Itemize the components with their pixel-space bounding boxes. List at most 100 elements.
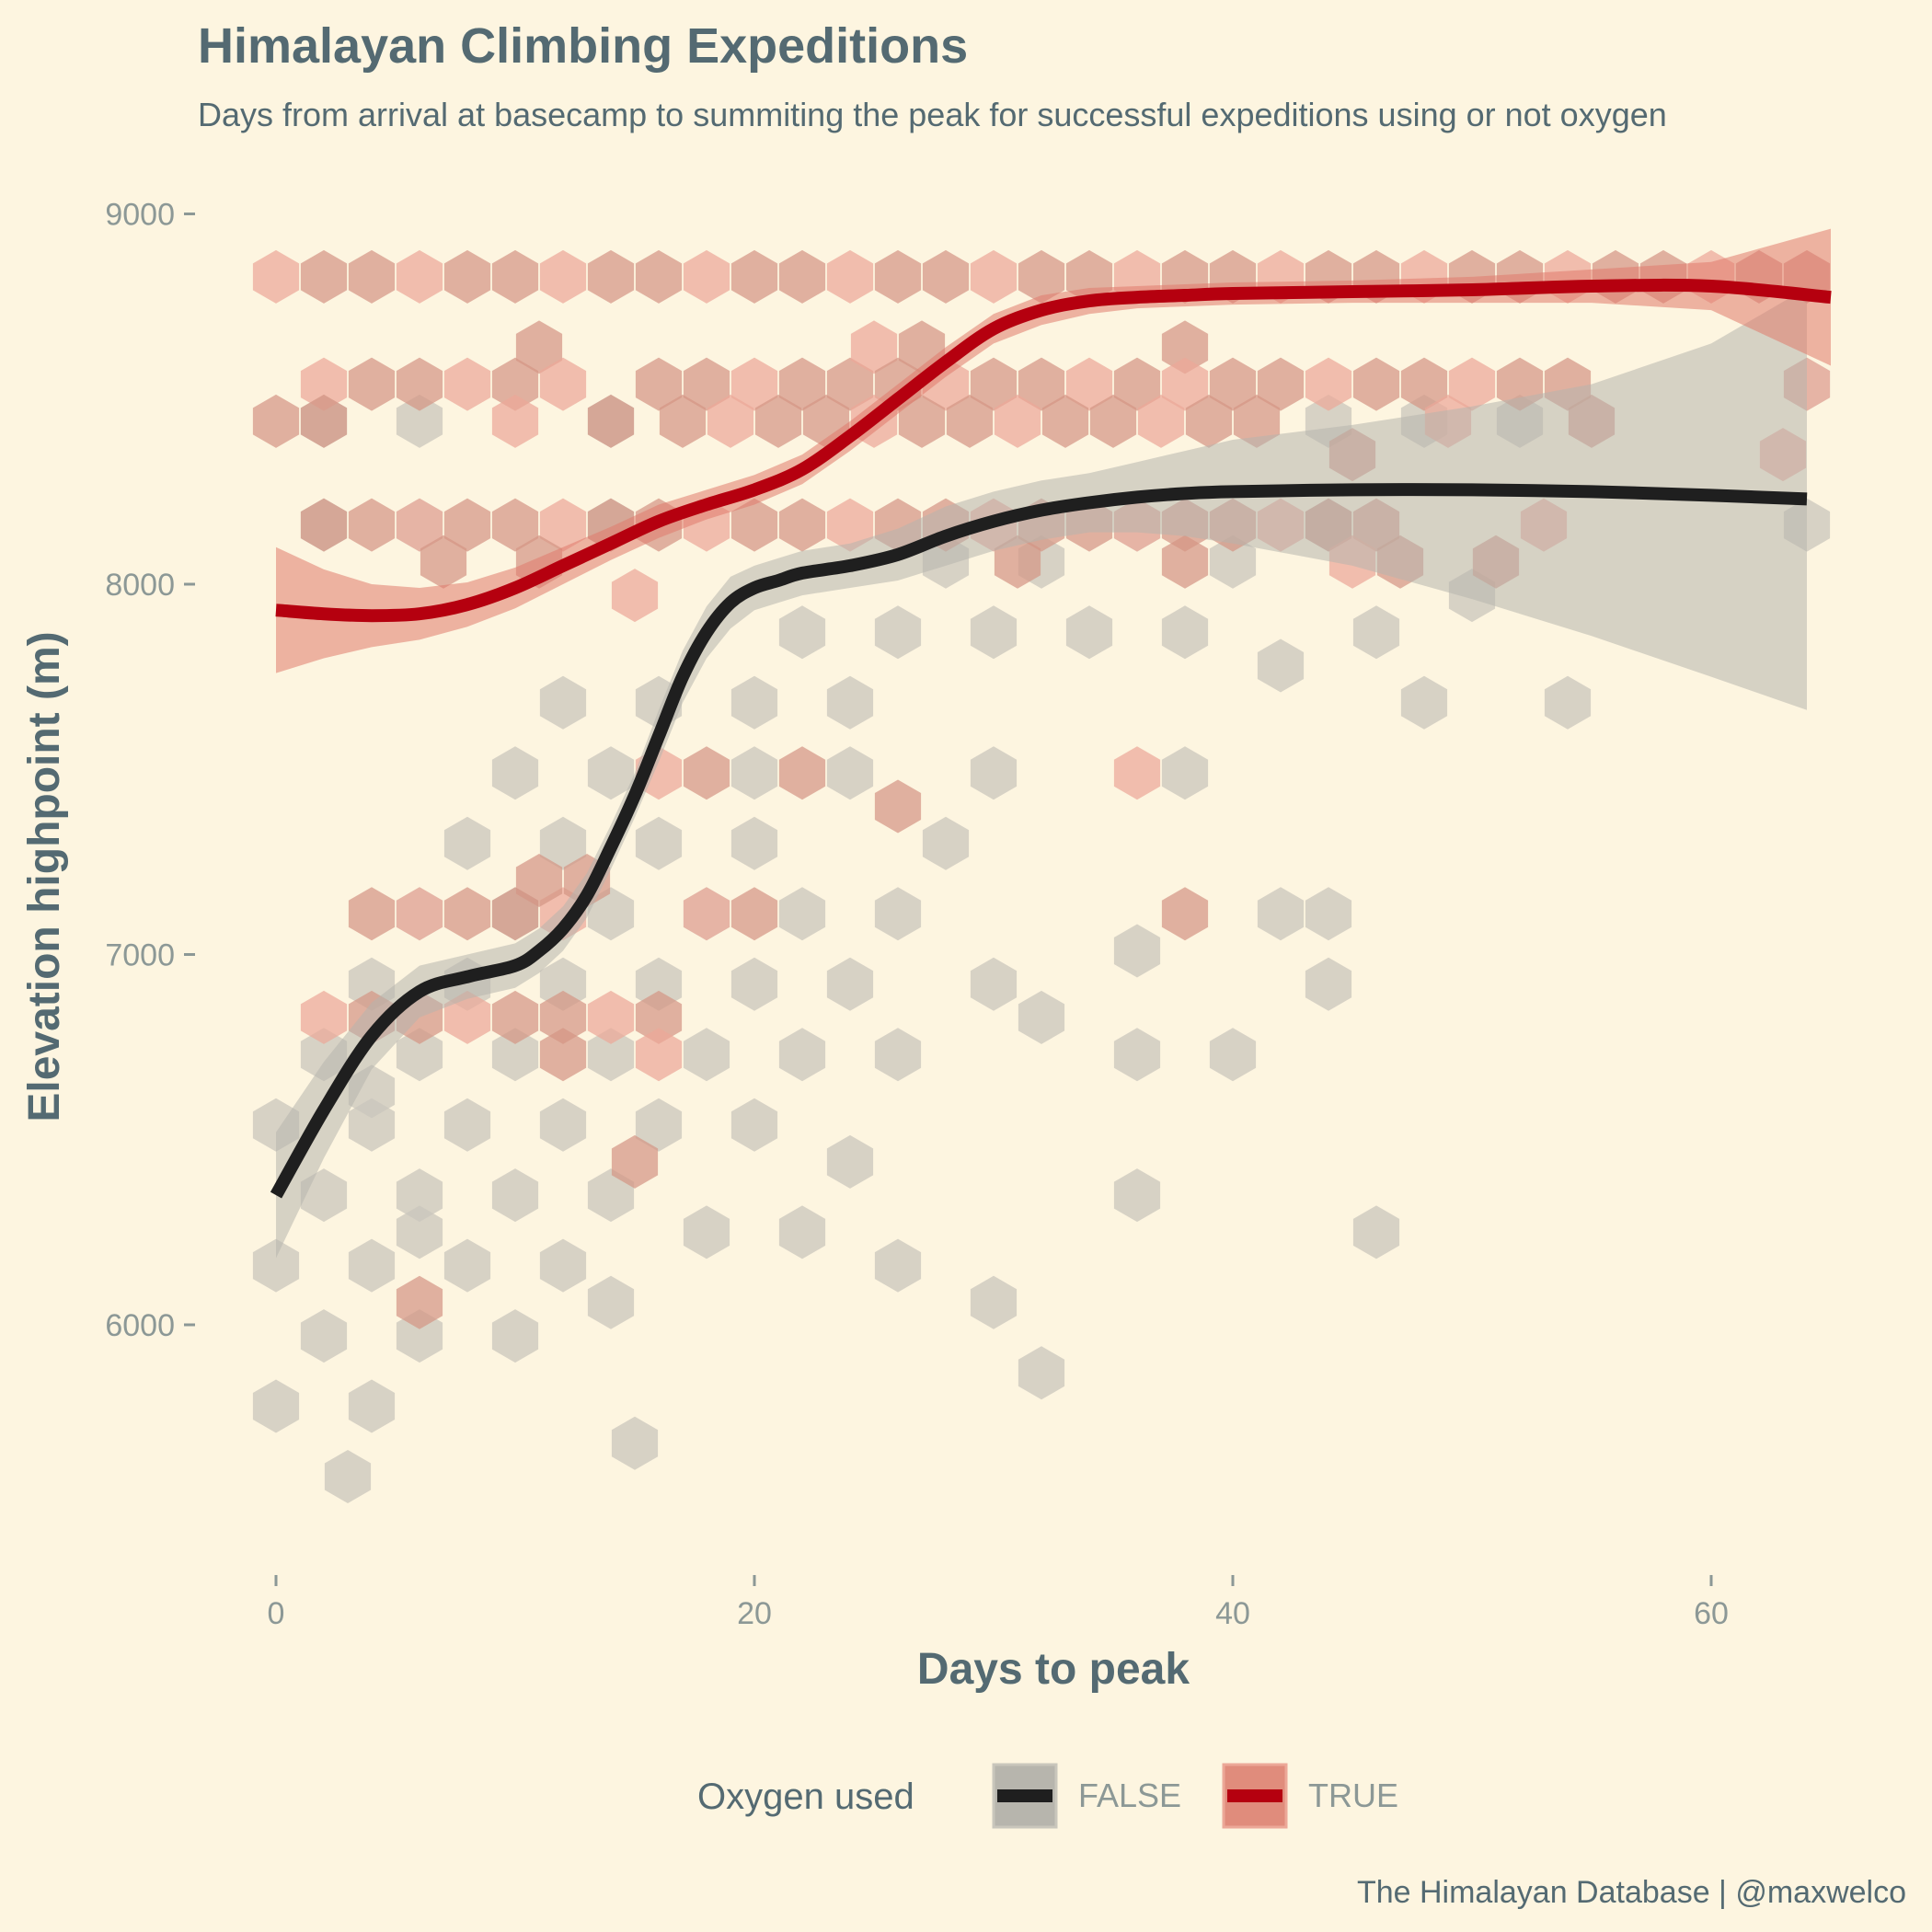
hexbin-false [587,887,635,941]
legend: Oxygen used FALSE TRUE [697,1763,1398,1829]
hexbin-false [1352,605,1400,660]
hexbin-false [922,816,970,870]
hexbin-false [1065,605,1113,660]
hexbin-true [539,249,587,304]
hexbin-true [1161,887,1209,941]
hexbin-false [443,1098,491,1152]
hexbin-false [587,1028,635,1082]
trend-line-false [270,483,1808,1199]
hexbin-false [1400,675,1448,730]
hexbin-false [252,1379,300,1433]
hexbin-true [635,249,683,304]
y-tick-label: 8000 [105,568,175,603]
hexbin-true [754,394,802,448]
hexbin-true [683,887,730,941]
hexbin-false [300,1309,348,1363]
hexbin-true [539,498,587,552]
hexbin-true [491,498,539,552]
hexbin-true [611,1134,659,1189]
hexbin-true [1018,357,1065,411]
chart-title: Himalayan Climbing Expeditions [198,18,968,74]
hexbin-false [730,675,778,730]
hexbin-false [1161,605,1209,660]
hexbin-true [635,1028,683,1082]
hexbin-false [730,816,778,870]
hexbin-true [1161,535,1209,589]
hexbin-false [1161,746,1209,800]
hexbin-false [778,1028,826,1082]
hexbin-false [778,605,826,660]
hexbin-true [1137,394,1185,448]
hexbin-false [539,1238,587,1293]
hexbin-false [635,816,683,870]
hexbin-true [778,357,826,411]
hexbin-true [970,249,1018,304]
hexbin-false [874,1238,922,1293]
hexbin-true [1018,249,1065,304]
hexbin-false [587,1168,635,1223]
hexbin-false [970,746,1018,800]
hexbin-false [611,1416,659,1470]
hexbin-true [396,887,443,941]
confidence-band-false [276,288,1807,1259]
hexbin-true [611,569,659,623]
hexbin-false [1305,957,1352,1011]
hexbin-false [348,1379,396,1433]
hexbin-true [539,990,587,1044]
hexbin-false [730,1098,778,1152]
hexbin-true [683,249,730,304]
hexbin-false [874,605,922,660]
x-tick-label: 20 [737,1596,772,1631]
hexbin-true [491,357,539,411]
hexbin-false [635,1098,683,1152]
hexbin-true [1113,357,1161,411]
hexbin-false [730,957,778,1011]
legend-key-false [992,1763,1058,1829]
hexbin-true [396,357,443,411]
hexbin-true [1041,394,1089,448]
hexbin-true [659,394,707,448]
hexbin-true [539,357,587,411]
hexbin-false [491,746,539,800]
hexbin-true [348,249,396,304]
hexbin-true [515,854,563,907]
hexbin-true [778,498,826,552]
hexbin-true [587,394,635,448]
hexbin-true [778,746,826,800]
hexbin-true [396,1275,443,1329]
hexbin-true [348,887,396,941]
hexbin-false [826,675,874,730]
hexbin-false [539,675,587,730]
legend-label-true: TRUE [1308,1777,1398,1814]
hexbin-true [683,746,730,800]
hexbin-true [1400,357,1448,411]
hexbin-false [970,605,1018,660]
hexbin-true [730,498,778,552]
confidence-band-true [276,228,1831,673]
hexbin-true [252,249,300,304]
hexbin-true [635,990,683,1044]
hexbin-true [1089,394,1137,448]
hexbin-true [1113,746,1161,800]
hexbin-false [1209,535,1257,589]
hexbin-true [898,394,946,448]
hexbin-true [539,1028,587,1082]
hexbin-false [396,1168,443,1223]
hexbin-true [826,357,874,411]
hexbin-true [587,990,635,1044]
hexbin-false [1018,990,1065,1044]
trend-line-layer [270,278,1832,1199]
hexbin-true [874,779,922,834]
hexbin-false [730,746,778,800]
hexbin-true [826,249,874,304]
hexbin-true [850,320,898,374]
y-tick-label: 7000 [105,938,175,973]
hexbin-true [946,394,994,448]
legend-label-false: FALSE [1078,1777,1181,1814]
hexbin-false [539,1098,587,1152]
hexbin-true [396,249,443,304]
hexbin-true [730,249,778,304]
hexbin-true [970,357,1018,411]
hexbin-true [1161,320,1209,374]
